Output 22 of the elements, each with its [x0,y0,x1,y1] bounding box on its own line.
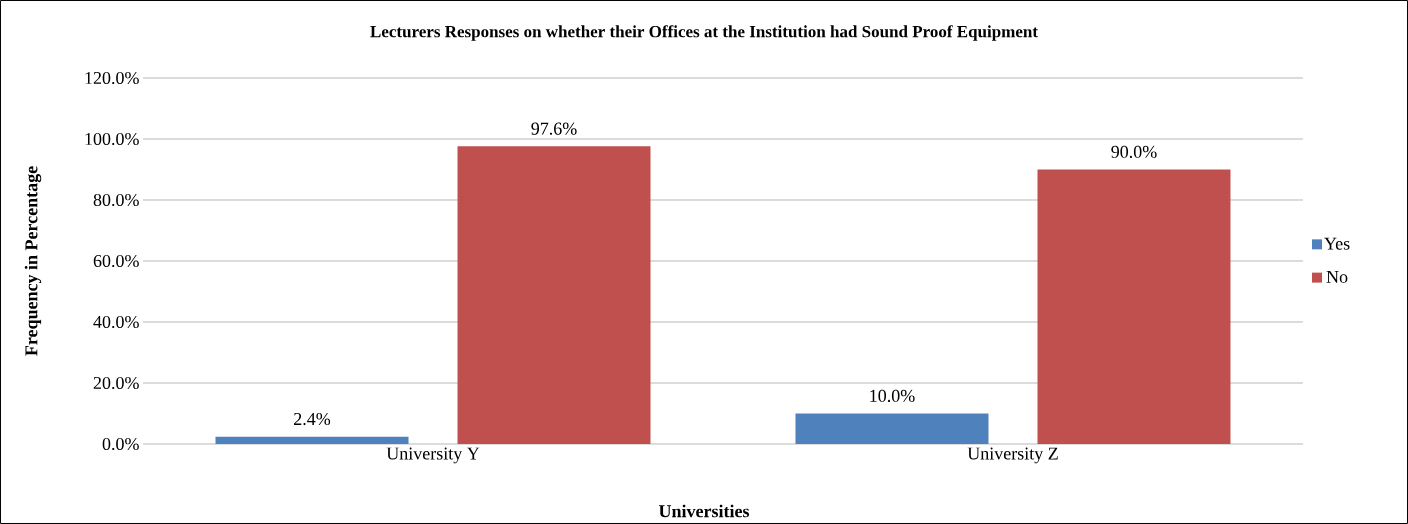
legend-label: No [1326,270,1348,283]
y-tick-label: 80.0% [93,193,139,207]
y-axis-title: Frequency in Percentage [24,166,42,356]
data-label: 90.0% [1111,145,1157,158]
bar [457,146,651,444]
y-tick-label: 0.0% [102,437,139,451]
legend-label: Yes [1324,237,1350,250]
y-tick-label: 60.0% [93,254,139,268]
bar [1037,169,1231,444]
x-axis-title: Universities [658,504,750,518]
y-tick-label: 120.0% [85,71,139,85]
data-label: 2.4% [294,412,331,426]
y-tick-label: 20.0% [93,376,139,390]
x-tick-label: University Y [386,447,480,464]
bar [795,413,989,444]
y-tick-label: 40.0% [93,315,139,329]
data-label: 97.6% [531,122,577,135]
data-label: 10.0% [870,389,915,402]
y-tick-label: 100.0% [85,132,139,146]
bar [215,436,409,444]
chart-title: Lecturers Responses on whether their Offices at the Institution had Sound Proof Equipment [370,25,1038,41]
x-tick-label: University Z [967,447,1058,464]
